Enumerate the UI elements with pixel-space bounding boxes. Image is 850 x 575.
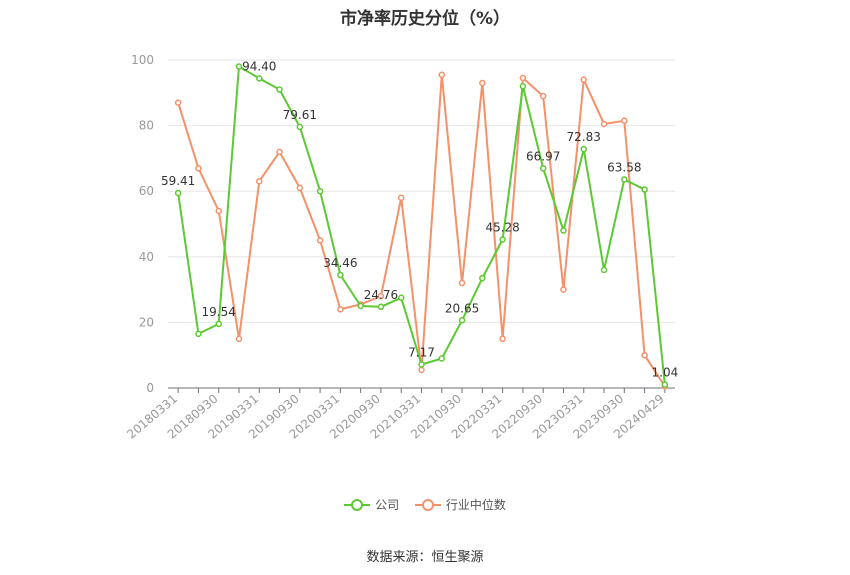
legend-swatch-industry bbox=[414, 498, 441, 512]
legend: 公司 行业中位数 bbox=[0, 496, 850, 515]
legend-label-company: 公司 bbox=[375, 498, 400, 512]
data-point-industry bbox=[195, 164, 202, 172]
data-point-industry bbox=[458, 279, 466, 287]
data-point-industry bbox=[539, 92, 547, 100]
data-point-company bbox=[499, 236, 506, 243]
source-note: 数据来源：恒生聚源 bbox=[366, 550, 484, 565]
data-label: 66.97 bbox=[526, 149, 560, 163]
data-label: 72.83 bbox=[567, 130, 601, 144]
data-point-company bbox=[580, 145, 587, 153]
series-layer bbox=[174, 63, 669, 390]
data-label: 59.41 bbox=[161, 174, 195, 188]
data-point-company bbox=[641, 186, 648, 193]
data-point-company bbox=[377, 303, 385, 311]
label-layer: 59.41 19.54 94.40 79.61 34.46 24.76 7.17 20.65 4… bbox=[161, 59, 678, 379]
y-tick-label: 0 bbox=[146, 381, 154, 395]
data-point-industry bbox=[438, 71, 446, 79]
y-tick-label: 40 bbox=[139, 250, 154, 264]
data-point-industry bbox=[397, 194, 405, 202]
chart-title: 市净率历史分位（%） bbox=[339, 9, 511, 29]
data-point-company bbox=[316, 187, 324, 195]
data-point-industry bbox=[418, 366, 425, 374]
legend-label-industry: 行业中位数 bbox=[445, 498, 506, 512]
legend-item-company[interactable]: 公司 bbox=[344, 496, 399, 513]
data-label: 45.28 bbox=[485, 220, 519, 234]
data-point-company bbox=[357, 302, 364, 310]
series-line-company bbox=[177, 65, 666, 385]
data-point-industry bbox=[560, 286, 567, 293]
data-label: 1.04 bbox=[652, 366, 679, 380]
data-point-industry bbox=[296, 184, 304, 192]
data-point-industry bbox=[256, 178, 263, 185]
data-label: 94.40 bbox=[242, 59, 276, 73]
data-label: 7.17 bbox=[408, 345, 435, 359]
data-point-company bbox=[418, 361, 425, 368]
data-label: 19.54 bbox=[202, 305, 236, 319]
data-point-industry bbox=[377, 292, 385, 300]
data-point-industry bbox=[641, 351, 648, 359]
data-point-company bbox=[397, 294, 405, 302]
data-label: 24.76 bbox=[364, 288, 398, 302]
data-point-company bbox=[560, 227, 567, 234]
data-point-company bbox=[235, 63, 243, 70]
data-point-company bbox=[195, 330, 202, 338]
data-point-industry bbox=[580, 76, 587, 83]
data-point-industry bbox=[235, 335, 243, 343]
data-point-company bbox=[600, 266, 608, 274]
axis-layer: 0204060801002018033120180930201903312019… bbox=[124, 53, 675, 442]
data-label: 34.46 bbox=[323, 256, 357, 270]
data-point-company bbox=[296, 123, 304, 131]
y-tick-label: 100 bbox=[131, 53, 154, 67]
data-point-company bbox=[479, 274, 486, 282]
data-point-industry bbox=[499, 335, 506, 343]
data-point-industry bbox=[479, 79, 486, 87]
series-line-industry bbox=[177, 73, 666, 387]
data-point-company bbox=[215, 320, 222, 328]
data-point-industry bbox=[519, 74, 527, 82]
data-point-industry bbox=[621, 117, 628, 124]
data-point-company bbox=[438, 355, 446, 362]
data-label: 63.58 bbox=[607, 160, 641, 174]
data-point-company bbox=[519, 82, 527, 90]
data-point-industry bbox=[174, 99, 182, 106]
y-tick-label: 60 bbox=[139, 184, 154, 198]
data-point-company bbox=[539, 165, 547, 172]
data-point-industry bbox=[316, 237, 324, 244]
legend-swatch-company bbox=[344, 498, 371, 512]
data-point-industry bbox=[215, 207, 222, 215]
data-point-company bbox=[174, 189, 182, 197]
data-point-company bbox=[337, 271, 344, 279]
data-point-company bbox=[256, 75, 263, 82]
y-tick-label: 80 bbox=[139, 119, 154, 133]
data-point-industry bbox=[600, 120, 608, 128]
grid-layer bbox=[168, 59, 675, 323]
data-label: 79.61 bbox=[283, 108, 317, 122]
y-tick-label: 20 bbox=[139, 315, 154, 329]
data-point-company bbox=[621, 176, 628, 183]
legend-item-industry[interactable]: 行业中位数 bbox=[414, 496, 506, 513]
data-point-industry bbox=[337, 306, 344, 313]
data-label: 20.65 bbox=[445, 301, 479, 315]
data-point-company bbox=[458, 317, 466, 324]
data-point-company bbox=[276, 86, 283, 93]
data-point-company bbox=[661, 381, 669, 388]
data-point-industry bbox=[276, 148, 283, 156]
